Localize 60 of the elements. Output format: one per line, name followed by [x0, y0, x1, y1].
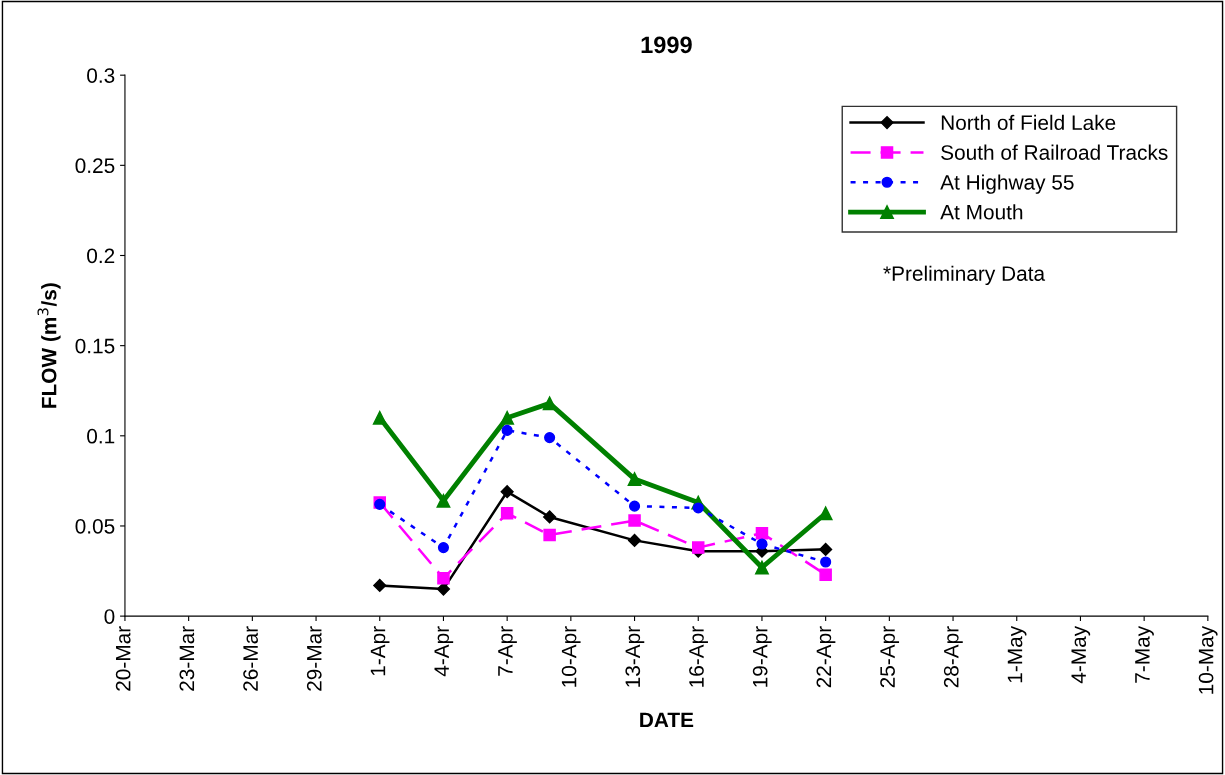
point: [691, 541, 705, 554]
x-tick-label: 28-Apr: [943, 626, 963, 688]
y-tick-label: 0: [104, 609, 115, 624]
point: [373, 578, 387, 593]
x-tick-label: 23-Mar: [179, 626, 195, 691]
point: [501, 424, 513, 436]
y-axis-title: FLOW (m$^{3}$/s): [37, 283, 61, 408]
annotation: *Preliminary Data: [883, 265, 1046, 286]
legend-label: North of Field Lake: [941, 114, 1116, 131]
x-tick-label: 25-Apr: [880, 626, 900, 688]
point: [820, 556, 832, 568]
point: [692, 502, 704, 514]
point: [542, 396, 557, 411]
point: [500, 507, 514, 520]
point: [543, 528, 556, 542]
x-tick-label: 10-Apr: [561, 626, 581, 687]
point: [628, 514, 641, 527]
y-tick-label: 0.1: [87, 428, 115, 444]
legend-label: At Highway 55: [940, 174, 1074, 194]
x-tick-label: 1-May: [1007, 625, 1027, 683]
y-tick-label: 0.3: [87, 68, 115, 83]
point: [755, 526, 769, 540]
point: [627, 472, 642, 487]
point: [627, 533, 642, 547]
legend-label: At Mouth: [940, 204, 1023, 220]
point: [756, 538, 768, 550]
point: [755, 560, 769, 575]
y-tick-label: 0.2: [87, 248, 115, 264]
point: [819, 542, 833, 556]
x-tick-label: 7-May: [1135, 625, 1154, 683]
x-tick-label: 20-Mar: [115, 626, 131, 691]
point: [544, 432, 556, 444]
point: [819, 568, 832, 581]
point: [437, 542, 450, 554]
point: [500, 485, 514, 499]
point: [500, 410, 515, 425]
x-tick-label: 22-Apr: [816, 626, 836, 688]
x-tick-label: 10-May: [1198, 625, 1218, 694]
x-tick-label: 26-Mar: [243, 626, 258, 691]
x-tick-label: 19-Apr: [752, 626, 772, 687]
point: [436, 582, 451, 596]
point: [628, 500, 641, 512]
x-tick-label: 13-Apr: [625, 626, 645, 687]
x-axis-title: DATE: [640, 712, 694, 728]
x-tick-label: 16-Apr: [689, 626, 708, 687]
legend-label: South of Railroad Tracks: [941, 144, 1168, 160]
y-tick-label: 0.25: [75, 158, 115, 174]
x-tick-label: 1-Apr: [370, 626, 390, 676]
y-tick-label: 0.15: [75, 338, 115, 354]
y-tick-label: 0.05: [75, 518, 115, 534]
x-tick-label: 4-Apr: [434, 626, 454, 677]
chart-title: 1999: [641, 36, 692, 54]
point: [543, 510, 557, 524]
point: [436, 493, 451, 508]
point: [437, 572, 450, 585]
point: [818, 506, 833, 521]
x-tick-label: 4-May: [1071, 625, 1091, 684]
x-tick-label: 29-Mar: [306, 626, 322, 691]
point: [372, 410, 387, 425]
x-tick-label: 7-Apr: [498, 626, 517, 676]
